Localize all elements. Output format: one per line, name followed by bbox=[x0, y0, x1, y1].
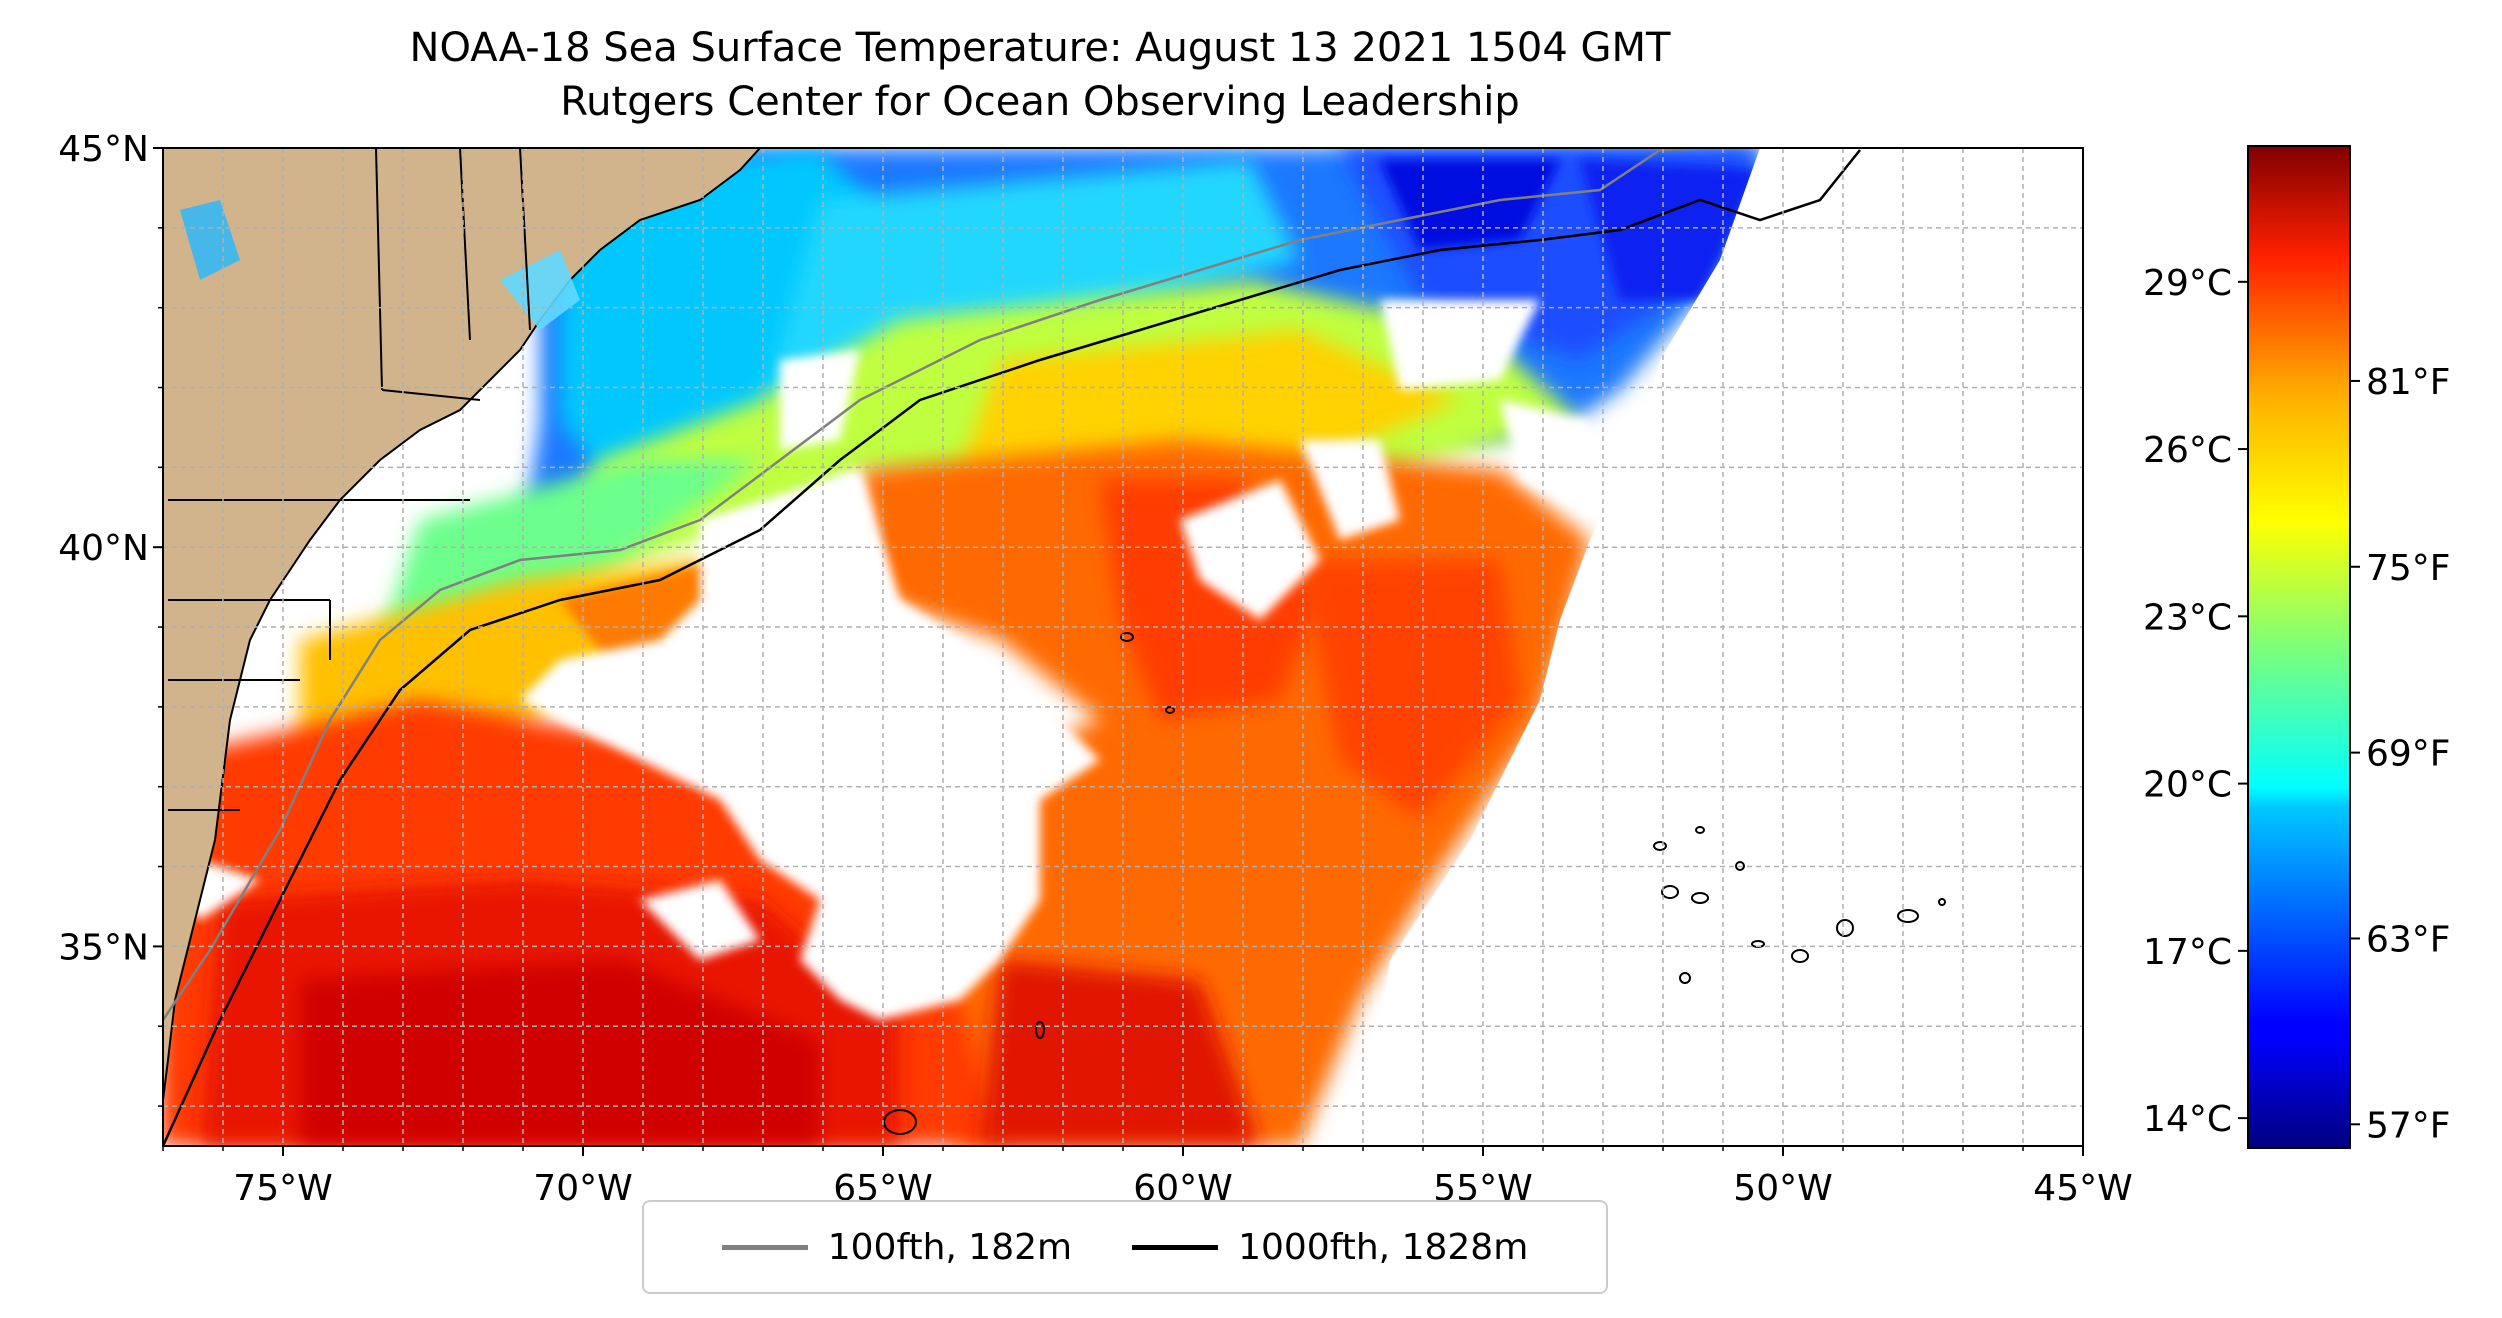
legend-swatch-100fth bbox=[721, 1244, 808, 1250]
colorbar-celsius-label: 23°C bbox=[2143, 597, 2232, 638]
colorbar-celsius-label: 29°C bbox=[2143, 263, 2232, 304]
contour-1000fth bbox=[163, 149, 1861, 1146]
land-mass bbox=[163, 148, 762, 1101]
map-subtitle: Rutgers Center for Ocean Observing Leade… bbox=[560, 79, 1520, 125]
colorbar-celsius-label: 26°C bbox=[2143, 430, 2232, 471]
latitude-axis: 35°N 40°N 45°N bbox=[58, 129, 163, 1107]
legend-item-1000fth: 1000fth, 1828m bbox=[1132, 1227, 1528, 1268]
legend-swatch-1000fth bbox=[1132, 1244, 1219, 1250]
legend-label-100fth: 100fth, 182m bbox=[827, 1226, 1073, 1268]
lon-tick-label: 75°W bbox=[233, 1168, 332, 1209]
colorbar-fahrenheit-label: 75°F bbox=[2366, 548, 2451, 589]
longitude-axis: 75°W 70°W 65°W 60°W 55°W 50°W 45°W bbox=[162, 1146, 2133, 1209]
colorbar-ticks: 14°C 17°C 20°C 23°C 26°C 29°C 57°F 63°F 69°F 75°F… bbox=[2143, 263, 2450, 1147]
colorbar-celsius-label: 20°C bbox=[2143, 765, 2232, 806]
colorbar-fahrenheit-label: 69°F bbox=[2366, 734, 2451, 775]
map-title: NOAA-18 Sea Surface Temperature: August … bbox=[409, 25, 1671, 71]
colorbar-fahrenheit-label: 57°F bbox=[2366, 1105, 2451, 1146]
lon-tick-label: 70°W bbox=[533, 1168, 632, 1209]
colorbar-fahrenheit-label: 81°F bbox=[2366, 362, 2451, 403]
lat-tick-label: 45°N bbox=[58, 129, 149, 170]
colorbar-celsius-label: 17°C bbox=[2143, 932, 2232, 973]
colorbar-fahrenheit-label: 63°F bbox=[2366, 919, 2451, 960]
colorbar-celsius-label: 14°C bbox=[2143, 1099, 2232, 1140]
islands bbox=[883, 632, 1946, 1135]
state-borders bbox=[168, 148, 531, 811]
map-legend: 100fth, 182m 1000fth, 1828m bbox=[642, 1200, 1608, 1294]
legend-label-1000fth: 1000fth, 1828m bbox=[1238, 1226, 1529, 1268]
colorbar bbox=[2247, 145, 2351, 1149]
lat-tick-label: 40°N bbox=[58, 528, 149, 569]
lon-tick-label: 45°W bbox=[2033, 1168, 2132, 1209]
legend-item-100fth: 100fth, 182m bbox=[721, 1226, 1073, 1268]
lat-tick-label: 35°N bbox=[58, 927, 149, 968]
lon-tick-label: 50°W bbox=[1733, 1168, 1832, 1209]
map-gridlines bbox=[162, 147, 2084, 1146]
